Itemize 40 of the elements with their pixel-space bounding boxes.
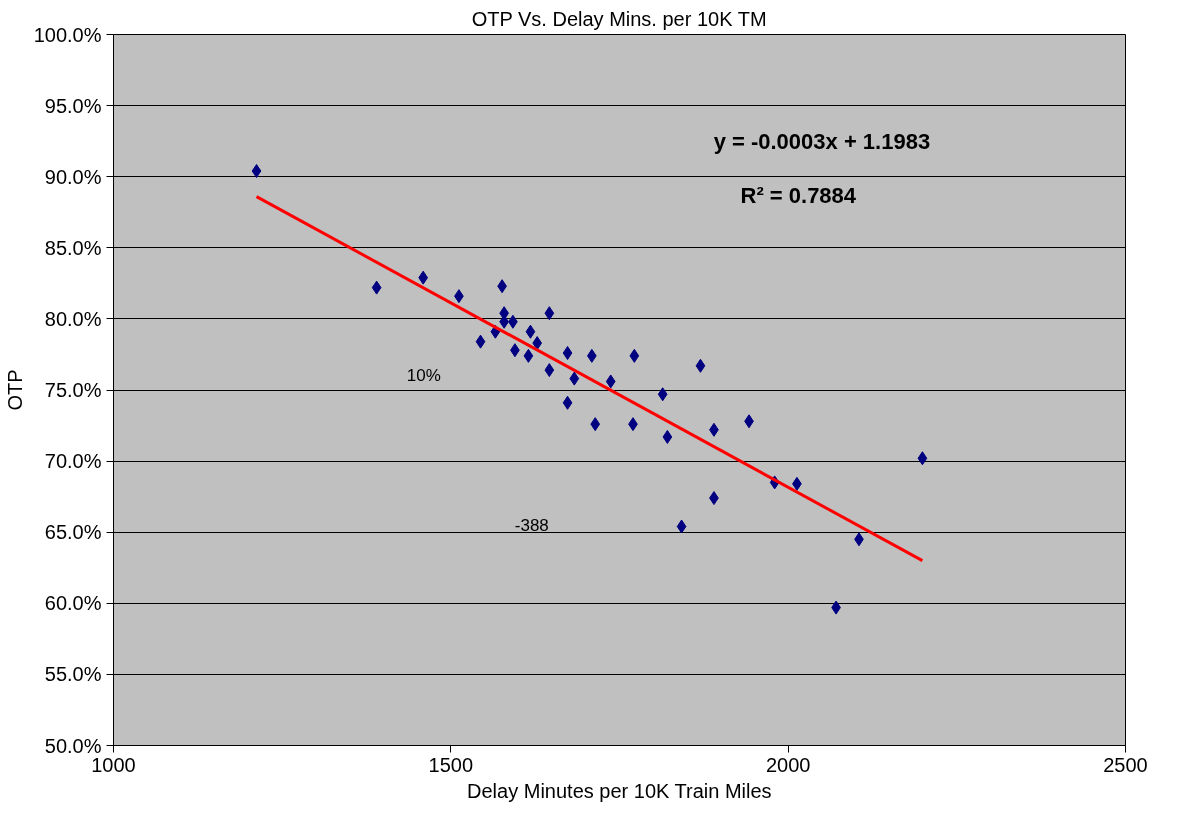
point (562, 395, 573, 410)
y-tick-label: 90.0% (44, 165, 102, 188)
y-tick-label: 55.0% (44, 663, 102, 686)
y-axis-title: OTP (3, 369, 26, 411)
point (562, 346, 573, 361)
y-tick-label: 70.0% (44, 450, 102, 473)
annotation: 10% (406, 366, 441, 386)
point (662, 429, 673, 444)
point (569, 371, 580, 386)
point (523, 348, 534, 363)
y-tick-label: 75.0% (44, 379, 102, 401)
point (605, 374, 616, 389)
chart-title: OTP Vs. Delay Mins. per 10K TM (471, 7, 767, 30)
y-tick-label: 65.0% (44, 521, 102, 544)
y-tick-label: 100.0% (33, 23, 102, 46)
point (544, 306, 555, 321)
y-tick-label: 60.0% (44, 592, 102, 615)
point (371, 280, 382, 295)
point (695, 358, 706, 373)
y-tick-label: 80.0% (44, 307, 102, 330)
annotation: -388 (514, 516, 549, 536)
point (590, 417, 601, 432)
y-tick-label: 85.0% (44, 236, 102, 259)
point (657, 387, 668, 402)
x-axis-title: Delay Minutes per 10K Train Miles (467, 779, 772, 802)
point (544, 363, 555, 378)
annotation: R² = 0.7884 (740, 182, 857, 208)
x-tick-label: 2500 (1103, 753, 1148, 776)
point (475, 334, 486, 349)
point (525, 324, 536, 339)
point (917, 451, 928, 466)
point (676, 519, 687, 534)
x-tick-label: 1500 (428, 753, 474, 776)
y-tick-label: 95.0% (44, 94, 102, 117)
point (251, 164, 262, 179)
x-tick-label: 2000 (765, 753, 811, 776)
point (532, 336, 543, 351)
point (629, 348, 640, 363)
annotation: y = -0.0003x + 1.1983 (713, 128, 931, 154)
point (418, 270, 429, 285)
